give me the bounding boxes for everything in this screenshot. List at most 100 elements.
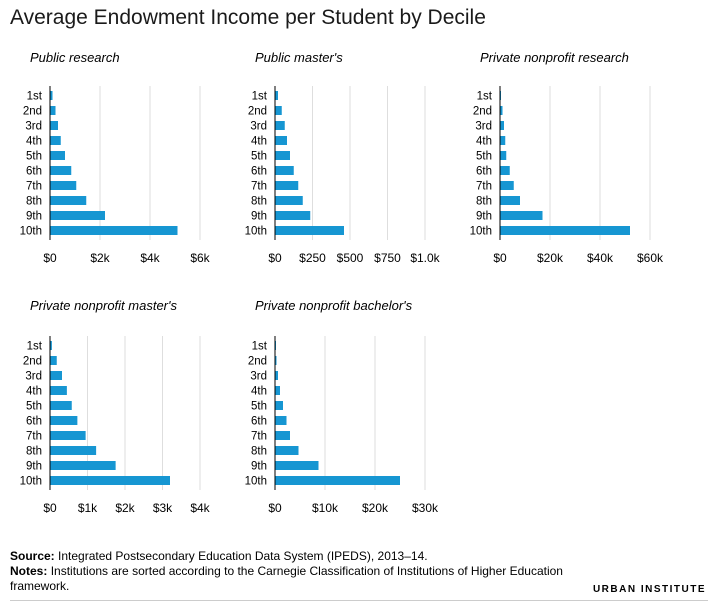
x-tick-label-0: $0 bbox=[493, 251, 507, 265]
chart-public-masters: 1st 2nd 3rd 4th 5th 6th 7th 8th 9th 10th $0 $250 $50… bbox=[245, 86, 441, 265]
category-label-4th: 4th bbox=[476, 136, 492, 148]
x-tick-label-2: $40k bbox=[587, 251, 614, 265]
category-label-3rd: 3rd bbox=[25, 371, 42, 383]
x-tick-label-3: $750 bbox=[374, 251, 401, 265]
category-label-6th: 6th bbox=[26, 166, 42, 178]
bar-10th bbox=[50, 476, 170, 485]
x-tick-label-0: $0 bbox=[268, 251, 282, 265]
category-label-5th: 5th bbox=[251, 401, 267, 413]
category-label-2nd: 2nd bbox=[23, 106, 42, 118]
x-tick-label-4: $4k bbox=[190, 501, 210, 515]
bar-2nd bbox=[50, 356, 57, 365]
category-label-9th: 9th bbox=[26, 211, 42, 223]
category-label-7th: 7th bbox=[26, 431, 42, 443]
category-label-4th: 4th bbox=[26, 386, 42, 398]
category-label-5th: 5th bbox=[26, 401, 42, 413]
chart-public-research: 1st 2nd 3rd 4th 5th 6th 7th 8th 9th 10th $0 $2k $4k $… bbox=[20, 86, 211, 265]
category-label-10th: 10th bbox=[20, 226, 42, 238]
chart-private-bachelors: 1st 2nd 3rd 4th 5th 6th 7th 8th 9th 10th $0 $10k $20… bbox=[245, 336, 439, 515]
bar-4th bbox=[275, 386, 280, 395]
x-tick-label-1: $10k bbox=[312, 501, 339, 515]
bar-3rd bbox=[50, 371, 62, 380]
category-label-5th: 5th bbox=[476, 151, 492, 163]
category-label-3rd: 3rd bbox=[250, 371, 267, 383]
page-title: Average Endowment Income per Student by … bbox=[10, 6, 486, 29]
bar-5th bbox=[275, 401, 283, 410]
bar-8th bbox=[500, 196, 520, 205]
brand-logo: URBAN INSTITUTE bbox=[592, 584, 706, 595]
category-label-8th: 8th bbox=[251, 196, 267, 208]
bar-5th bbox=[50, 151, 65, 160]
category-label-4th: 4th bbox=[251, 386, 267, 398]
category-label-2nd: 2nd bbox=[23, 356, 42, 368]
x-tick-label-4: $1.0k bbox=[410, 251, 440, 265]
source-label: Source: bbox=[10, 549, 55, 563]
x-tick-label-1: $250 bbox=[299, 251, 326, 265]
category-label-9th: 9th bbox=[251, 461, 267, 473]
bar-3rd bbox=[275, 121, 285, 130]
category-label-1st: 1st bbox=[27, 91, 43, 103]
category-label-8th: 8th bbox=[251, 446, 267, 458]
chart-private-research: 1st 2nd 3rd 4th 5th 6th 7th 8th 9th 10th $0 $20k $40… bbox=[470, 86, 664, 265]
category-label-9th: 9th bbox=[26, 461, 42, 473]
footer-notes: Notes: Institutions are sorted according… bbox=[10, 564, 570, 594]
x-tick-label-2: $2k bbox=[115, 501, 135, 515]
bar-7th bbox=[500, 181, 514, 190]
bar-5th bbox=[50, 401, 72, 410]
bar-2nd bbox=[275, 106, 282, 115]
bar-4th bbox=[500, 136, 506, 145]
bar-1st bbox=[50, 91, 53, 100]
category-label-10th: 10th bbox=[245, 226, 267, 238]
x-tick-label-3: $60k bbox=[637, 251, 664, 265]
category-label-8th: 8th bbox=[26, 196, 42, 208]
x-tick-label-2: $500 bbox=[337, 251, 364, 265]
category-label-5th: 5th bbox=[26, 151, 42, 163]
category-label-8th: 8th bbox=[26, 446, 42, 458]
bar-8th bbox=[50, 196, 87, 205]
bar-2nd bbox=[275, 356, 277, 365]
category-label-2nd: 2nd bbox=[473, 106, 492, 118]
category-label-10th: 10th bbox=[470, 226, 492, 238]
x-tick-label-1: $20k bbox=[537, 251, 564, 265]
category-label-10th: 10th bbox=[245, 476, 267, 488]
bar-5th bbox=[275, 151, 290, 160]
panel-title-public-research: Public research bbox=[30, 50, 120, 65]
x-tick-label-0: $0 bbox=[43, 501, 57, 515]
bar-7th bbox=[50, 431, 86, 440]
x-tick-label-2: $4k bbox=[140, 251, 160, 265]
bar-9th bbox=[500, 211, 543, 220]
bar-6th bbox=[275, 166, 294, 175]
x-tick-label-0: $0 bbox=[43, 251, 57, 265]
bar-7th bbox=[50, 181, 77, 190]
bar-6th bbox=[50, 166, 72, 175]
x-tick-label-3: $6k bbox=[190, 251, 210, 265]
category-label-7th: 7th bbox=[476, 181, 492, 193]
bar-8th bbox=[275, 446, 299, 455]
notes-label: Notes: bbox=[10, 564, 48, 578]
bar-1st bbox=[50, 341, 52, 350]
x-tick-label-2: $20k bbox=[362, 501, 389, 515]
bar-3rd bbox=[275, 371, 278, 380]
panel-title-private-masters: Private nonprofit master's bbox=[30, 298, 177, 313]
x-tick-label-3: $30k bbox=[412, 501, 439, 515]
bar-4th bbox=[50, 386, 67, 395]
panel-title-private-research: Private nonprofit research bbox=[480, 50, 629, 65]
bar-1st bbox=[275, 91, 278, 100]
category-label-9th: 9th bbox=[476, 211, 492, 223]
category-label-2nd: 2nd bbox=[248, 106, 267, 118]
bar-9th bbox=[50, 211, 105, 220]
category-label-4th: 4th bbox=[251, 136, 267, 148]
category-label-8th: 8th bbox=[476, 196, 492, 208]
category-label-2nd: 2nd bbox=[248, 356, 267, 368]
x-tick-label-3: $3k bbox=[153, 501, 173, 515]
x-tick-label-1: $1k bbox=[78, 501, 98, 515]
category-label-6th: 6th bbox=[251, 166, 267, 178]
bar-7th bbox=[275, 431, 290, 440]
category-label-7th: 7th bbox=[26, 181, 42, 193]
category-label-6th: 6th bbox=[476, 166, 492, 178]
bar-10th bbox=[275, 226, 344, 235]
bar-3rd bbox=[500, 121, 504, 130]
category-label-7th: 7th bbox=[251, 181, 267, 193]
category-label-1st: 1st bbox=[252, 91, 268, 103]
bar-4th bbox=[275, 136, 287, 145]
